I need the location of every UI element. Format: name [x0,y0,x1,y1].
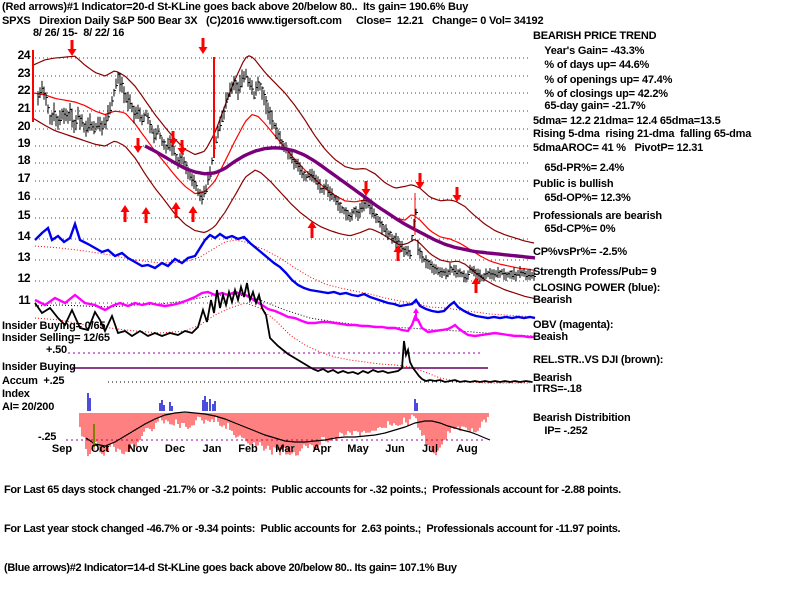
y-axis-label-11: 11 [18,293,30,307]
minus-25-label: -.25 [38,431,57,443]
month-label-feb: Feb [238,443,258,455]
panel-65d-cp: 65d-CP%= 0% [533,223,616,235]
panel-ip: IP= -.252 [533,425,588,437]
price-bars [37,68,536,283]
month-label-jan: Jan [202,443,222,455]
indicator-hlines [66,352,534,441]
plus-50-label: +.50 [46,344,67,356]
panel-rel-str: REL.STR..VS DJI (brown): [533,354,664,366]
month-label-nov: Nov [127,443,149,455]
panel-aroc-pivot: 5dmaAROC= 41 % PivotP= 12.31 [533,142,704,154]
red-arrows-legend: (Red arrows)#1 Indicator=20-d St-KLine g… [2,1,469,13]
month-label-oct: Oct [90,443,110,455]
signal-vlines [32,50,416,447]
ai-ma-line [85,411,491,447]
month-label-jul: Jul [422,443,438,455]
panel-openings-up: % of openings up= 47.4% [533,74,673,86]
y-axis-label-21: 21 [17,101,31,115]
month-label-may: May [347,443,369,455]
panel-distribution: Bearish Distribition [533,412,631,424]
y-axis-label-18: 18 [17,153,31,167]
panel-65day-gain: 65-day gain= -21.7% [533,100,646,112]
panel-itrs: ITRS=-.18 [533,383,582,395]
accum-ma-dotted [34,302,530,384]
closing-power-line [34,220,536,320]
accum-line [34,282,533,383]
month-label-mar: Mar [275,443,295,455]
month-label-jun: Jun [385,443,405,455]
lower-band-line [32,117,535,299]
indicator-lines [34,220,536,384]
insider-buying-label: Insider Buying= 0/65 [2,320,106,332]
y-axis-label-12: 12 [17,271,31,285]
panel-dma-values: 5dma= 12.2 21dma= 12.4 65dma=13.5 [533,115,721,127]
y-axis-label-14: 14 [17,229,31,243]
panel-dma-direction: Rising 5-dma rising 21-dma falling 65-dm… [533,128,752,140]
panel-closings-up: % of closings up= 42.2% [533,88,668,100]
panel-strength: Strength Profess/Pub= 9 [533,266,657,278]
panel-cp-vs-pr: CP%vsPr%= -2.5% [533,246,627,258]
panel-65d-pr: 65d-PR%= 2.4% [533,162,625,174]
date-range: 8/ 26/ 15- 8/ 22/ 16 [33,27,125,39]
obv-line [34,290,535,339]
y-axis-label-16: 16 [17,189,31,203]
accum-plus-25-label: Accum +.25 [2,375,65,387]
index-label: Index [2,388,30,400]
panel-days-up: % of days up= 44.6% [533,59,650,71]
y-axis-label-23: 23 [17,66,31,80]
price-bands [32,55,535,299]
y-axis-label-22: 22 [17,83,31,97]
footer-legend: For Last 65 days stock changed -21.7% or… [4,458,621,600]
panel-obv-bearish: Beaish [533,331,568,343]
panel-public-bullish: Public is bullish [533,178,614,190]
insider-selling-label: Insider Selling= 12/65 [2,332,110,344]
y-axis-label-17: 17 [17,171,31,185]
y-axis-label-20: 20 [17,119,31,133]
footer-year-summary: For Last year stock changed -46.7% or -9… [4,523,621,535]
65dma-line [144,144,536,260]
month-label-dec: Dec [164,443,186,455]
panel-obv: OBV (magenta): [533,319,614,331]
upper-band-line [32,55,535,244]
panel-rel-bearish: Bearish [533,372,572,384]
month-label-apr: Apr [312,443,332,455]
footer-65day-summary: For Last 65 days stock changed -21.7% or… [4,484,621,496]
month-label-sep: Sep [51,443,73,455]
ai-label: AI= 20/200 [2,401,55,413]
signal-arrows [67,38,481,321]
month-label-aug: Aug [456,443,478,455]
ticker-title: SPXS Direxion Daily S&P 500 Bear 3X (C)2… [2,15,544,27]
panel-cp-bearish: Bearish [533,294,572,306]
y-axis-label-19: 19 [17,136,31,150]
y-axis-label-24: 24 [17,48,31,62]
panel-professionals: Professionals are bearish [533,210,662,222]
y-axis-label-13: 13 [17,250,31,264]
panel-trend-title: BEARISH PRICE TREND [533,30,657,42]
panel-closing-power: CLOSING POWER (blue): [533,282,661,294]
panel-years-gain: Year's Gain= -43.3% [533,45,645,57]
ai-histogram [79,393,491,457]
y-axis-label-15: 15 [17,208,31,222]
insider-buying-2-label: Insider Buying [2,361,76,373]
footer-blue-arrows: (Blue arrows)#2 Indicator=14-d St-KLine … [4,562,457,574]
panel-65d-op: 65d-OP%= 12.3% [533,192,631,204]
